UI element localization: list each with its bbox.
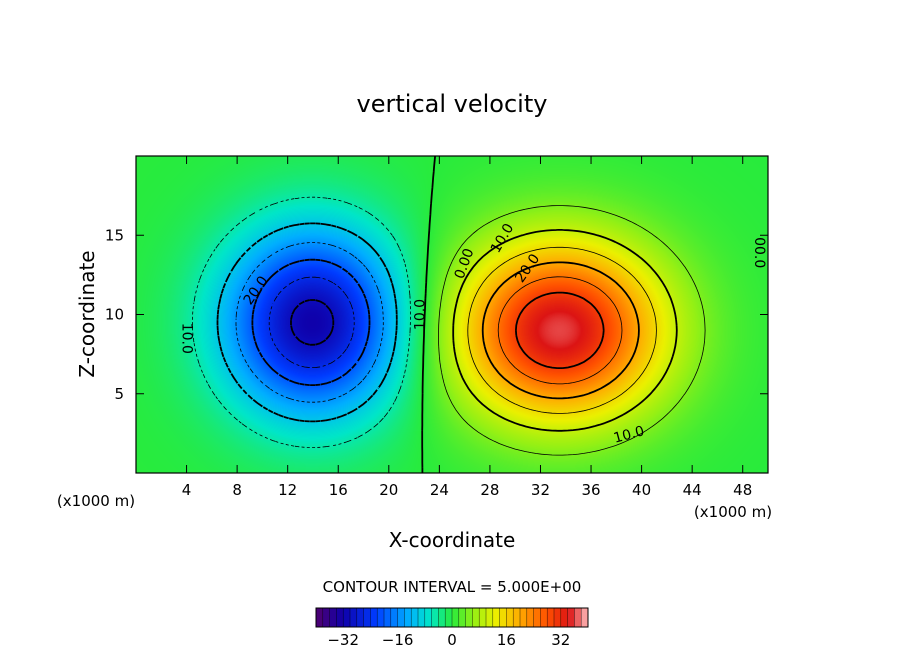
colorbar-segment bbox=[533, 608, 541, 627]
colorbar: −32 −16 0 16 32 bbox=[315, 607, 589, 649]
contour-level-25 bbox=[497, 276, 623, 385]
x-tick-label: 40 bbox=[632, 481, 651, 499]
colorbar-segment bbox=[520, 608, 528, 627]
colorbar-segment bbox=[343, 608, 351, 627]
contour-label: 10.0 bbox=[179, 323, 195, 354]
contour-lines bbox=[192, 156, 706, 473]
colorbar-segment bbox=[540, 608, 548, 627]
x-unit-left: (x1000 m) bbox=[57, 492, 135, 510]
x-tick-label: 12 bbox=[278, 481, 297, 499]
colorbar-segment bbox=[336, 608, 344, 627]
colorbar-segment bbox=[363, 608, 371, 627]
x-tick-label: 48 bbox=[733, 481, 752, 499]
colorbar-segment bbox=[452, 608, 460, 627]
contour-label: 10.0 bbox=[612, 423, 646, 447]
colorbar-segment bbox=[424, 608, 432, 627]
colorbar-segment bbox=[390, 608, 398, 627]
colorbar-segment bbox=[499, 608, 507, 627]
x-tick-label: 20 bbox=[379, 481, 398, 499]
x-axis-ticks: 4 8 12 16 20 24 28 32 36 40 44 48 bbox=[182, 156, 752, 499]
colorbar-tick-label: −16 bbox=[382, 631, 414, 649]
contour-label: 00.0 bbox=[751, 237, 767, 268]
colorbar-segment bbox=[418, 608, 426, 627]
contour-level-neg20 bbox=[251, 258, 371, 386]
colorbar-segment bbox=[377, 608, 385, 627]
contour-level-10 bbox=[452, 229, 678, 432]
y-tick-label: 10 bbox=[105, 306, 124, 324]
colorbar-tick-label: 32 bbox=[551, 631, 570, 649]
colorbar-segment bbox=[431, 608, 439, 627]
colorbar-segment bbox=[472, 608, 480, 627]
colorbar-segment bbox=[506, 608, 514, 627]
y-tick-label: 15 bbox=[105, 226, 124, 244]
colorbar-segment bbox=[404, 608, 412, 627]
x-tick-label: 44 bbox=[683, 481, 702, 499]
colorbar-segment bbox=[567, 608, 575, 627]
contour-label: 10.0 bbox=[412, 299, 428, 330]
x-tick-label: 28 bbox=[480, 481, 499, 499]
colorbar-segment bbox=[329, 608, 337, 627]
y-axis-ticks: 5 10 15 bbox=[105, 226, 768, 403]
x-tick-label: 16 bbox=[329, 481, 348, 499]
colorbar-segment bbox=[492, 608, 500, 627]
contour-level-neg10 bbox=[216, 222, 398, 423]
colorbar-segment bbox=[560, 608, 568, 627]
x-tick-label: 36 bbox=[581, 481, 600, 499]
contour-interval: CONTOUR INTERVAL = 5.000E+00 bbox=[323, 578, 582, 596]
contour-level-5 bbox=[438, 205, 706, 456]
contour-level-neg15 bbox=[235, 242, 384, 403]
colorbar-segment bbox=[322, 608, 330, 627]
chart-title: vertical velocity bbox=[357, 90, 548, 118]
colorbar-segment bbox=[513, 608, 521, 627]
colorbar-segment bbox=[526, 608, 534, 627]
contour-level-20 bbox=[481, 261, 640, 400]
x-tick-label: 4 bbox=[182, 481, 192, 499]
contour-level-30 bbox=[515, 291, 605, 369]
colorbar-segment bbox=[458, 608, 466, 627]
x-axis-label: X-coordinate bbox=[389, 528, 516, 552]
colorbar-segment bbox=[547, 608, 555, 627]
colorbar-frame bbox=[315, 607, 589, 628]
y-axis-label: Z-coordinate bbox=[75, 250, 99, 377]
y-tick-label: 5 bbox=[114, 385, 124, 403]
velocity-heatmap bbox=[136, 156, 768, 473]
colorbar-segment bbox=[350, 608, 358, 627]
colorbar-segment bbox=[486, 608, 494, 627]
colorbar-segment bbox=[574, 608, 582, 627]
colorbar-segment bbox=[479, 608, 487, 627]
colorbar-segment bbox=[438, 608, 446, 627]
colorbar-tick-label: −32 bbox=[327, 631, 359, 649]
colorbar-segment bbox=[445, 608, 453, 627]
colorbar-segment bbox=[370, 608, 378, 627]
x-unit-right: (x1000 m) bbox=[694, 503, 772, 521]
contour-level-neg5 bbox=[192, 196, 411, 448]
contour-level-neg25 bbox=[268, 276, 355, 368]
colorbar-segment bbox=[316, 608, 324, 627]
colorbar-segment bbox=[397, 608, 405, 627]
colorbar-segment bbox=[581, 608, 589, 627]
colorbar-segment bbox=[384, 608, 392, 627]
contour-level-neg30 bbox=[290, 299, 335, 346]
colorbar-segment bbox=[356, 608, 364, 627]
colorbar-segment bbox=[411, 608, 419, 627]
contour-level-15 bbox=[467, 246, 657, 414]
x-tick-label: 24 bbox=[430, 481, 449, 499]
colorbar-tick-label: 0 bbox=[447, 631, 457, 649]
colorbar-segment bbox=[465, 608, 473, 627]
x-tick-label: 32 bbox=[531, 481, 550, 499]
colorbar-tick-label: 16 bbox=[497, 631, 516, 649]
colorbar-segment bbox=[554, 608, 562, 627]
contour-level-0 bbox=[421, 156, 436, 473]
x-tick-label: 8 bbox=[232, 481, 242, 499]
